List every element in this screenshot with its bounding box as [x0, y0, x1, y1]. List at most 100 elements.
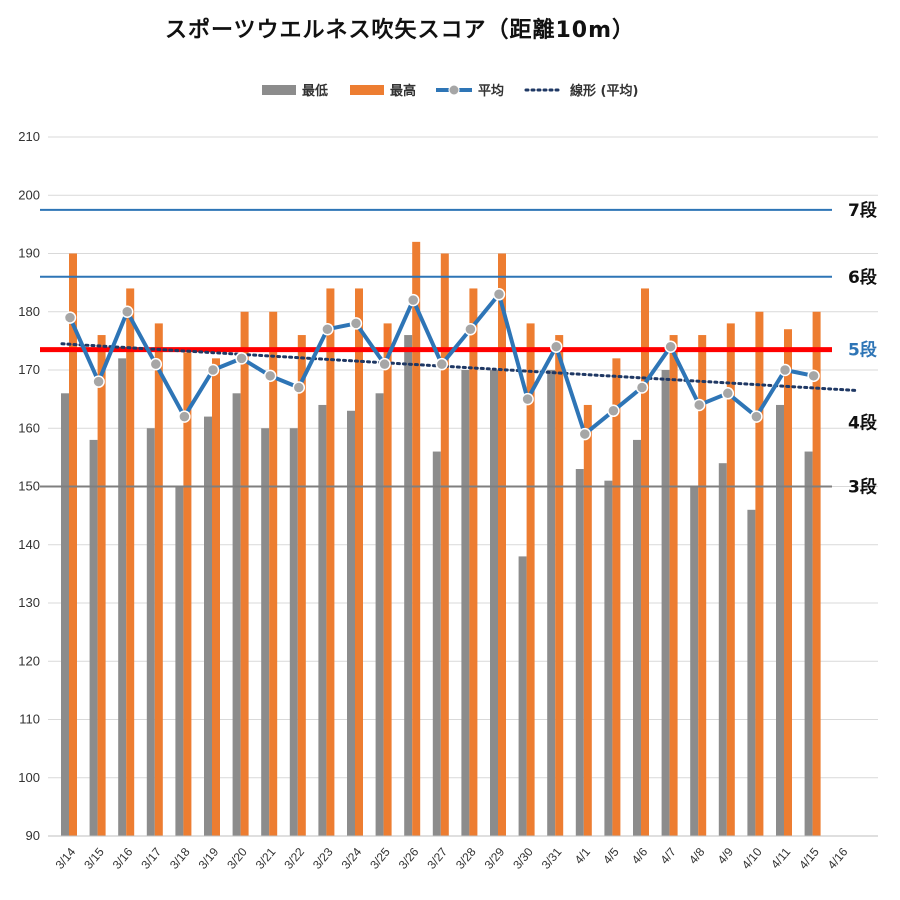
bar-min	[375, 393, 384, 836]
average-point	[549, 340, 563, 353]
average-point	[664, 340, 677, 353]
average-point	[807, 369, 820, 383]
bar-min	[547, 370, 556, 836]
x-tick-label: 3/15	[81, 845, 107, 872]
bar-max	[755, 311, 764, 836]
y-tick-label: 190	[18, 246, 40, 261]
bar-max	[641, 288, 649, 836]
average-point	[721, 387, 735, 400]
bar-min	[61, 393, 69, 836]
bar-min	[690, 486, 699, 836]
average-point	[406, 293, 420, 307]
average-point	[435, 357, 449, 371]
bar-max	[583, 404, 592, 836]
bar-min	[261, 428, 270, 836]
legend-label-trend: 線形 (平均)	[570, 83, 638, 99]
x-tick-label: 3/29	[482, 845, 508, 872]
bar-max	[526, 323, 535, 836]
average-point	[263, 369, 277, 383]
y-tick-label: 170	[18, 362, 40, 377]
x-tick-label: 3/26	[396, 845, 422, 872]
average-point	[778, 363, 792, 377]
x-tick-label: 3/17	[138, 845, 164, 872]
rank-label: 5段	[848, 340, 877, 361]
bar-max	[240, 311, 249, 836]
bar-min	[461, 370, 470, 836]
bar-max	[326, 288, 335, 836]
y-tick-label: 160	[18, 420, 40, 435]
x-tick-label: 4/16	[825, 845, 851, 872]
legend-swatch-max	[350, 85, 384, 95]
bar-max	[612, 358, 621, 836]
average-point	[635, 381, 649, 394]
average-point	[292, 381, 306, 394]
y-tick-label: 180	[18, 304, 40, 319]
average-point	[206, 363, 220, 377]
legend-label-avg: 平均	[478, 83, 504, 99]
x-tick-label: 3/16	[110, 845, 136, 872]
bar-min	[518, 556, 527, 836]
bar-max	[726, 323, 735, 836]
y-tick-label: 140	[18, 537, 40, 552]
bar-max	[183, 352, 192, 836]
bar-min	[146, 428, 155, 836]
bar-max	[555, 335, 564, 836]
x-tick-label: 3/20	[224, 845, 250, 872]
x-tick-label: 4/10	[739, 845, 765, 872]
average-point	[321, 322, 334, 336]
y-tick-label: 100	[18, 770, 40, 785]
average-point	[235, 352, 248, 365]
trendline	[60, 342, 857, 392]
x-tick-label: 3/27	[424, 845, 450, 872]
y-tick-label: 200	[18, 187, 40, 202]
x-tick-label: 3/19	[196, 845, 222, 872]
x-tick-label: 4/15	[796, 845, 822, 872]
y-tick-label: 90	[26, 828, 40, 843]
x-tick-label: 4/1	[572, 845, 594, 867]
average-point	[63, 311, 77, 324]
legend-marker-avg	[448, 84, 460, 96]
chart-title: スポーツウエルネス吹矢スコア（距離10m）	[164, 18, 636, 43]
average-point	[750, 410, 763, 423]
average-point	[178, 410, 191, 423]
average-point	[464, 322, 477, 336]
average-point	[492, 288, 506, 301]
x-tick-label: 4/8	[686, 845, 708, 867]
x-tick-label: 4/6	[629, 845, 651, 867]
y-tick-label: 120	[18, 653, 40, 668]
rank-label: 4段	[848, 412, 877, 433]
bar-min	[661, 370, 670, 836]
bar-min	[175, 486, 184, 836]
bar-max	[784, 329, 792, 836]
bar-max	[212, 358, 220, 836]
bar-max	[154, 323, 163, 836]
bar-max	[812, 311, 821, 836]
x-tick-label: 4/11	[768, 845, 793, 871]
bar-min	[89, 439, 98, 836]
bar-max	[469, 288, 478, 836]
x-tick-label: 3/30	[510, 845, 536, 872]
bar-min	[604, 480, 613, 836]
bar-min	[404, 335, 413, 836]
average-point	[578, 427, 592, 441]
bar-min	[776, 404, 784, 836]
x-tick-label: 3/21	[253, 845, 279, 872]
x-tick-label: 3/24	[339, 845, 365, 872]
y-tick-label: 130	[18, 595, 40, 610]
legend-label-min: 最低	[302, 83, 328, 99]
bar-min	[204, 416, 212, 836]
bar-min	[718, 463, 727, 836]
x-tick-label: 3/28	[453, 845, 479, 872]
average-point	[349, 317, 363, 330]
bar-max	[383, 323, 392, 836]
x-tick-label: 3/18	[167, 845, 193, 872]
x-tick-label: 3/14	[53, 845, 79, 872]
bar-min	[118, 358, 127, 836]
bar-min	[289, 428, 298, 836]
rank-label: 3段	[848, 477, 877, 498]
legend-label-max: 最高	[390, 83, 416, 99]
average-point	[92, 375, 105, 388]
rank-label: 6段	[848, 267, 877, 288]
x-tick-label: 3/25	[367, 845, 393, 872]
